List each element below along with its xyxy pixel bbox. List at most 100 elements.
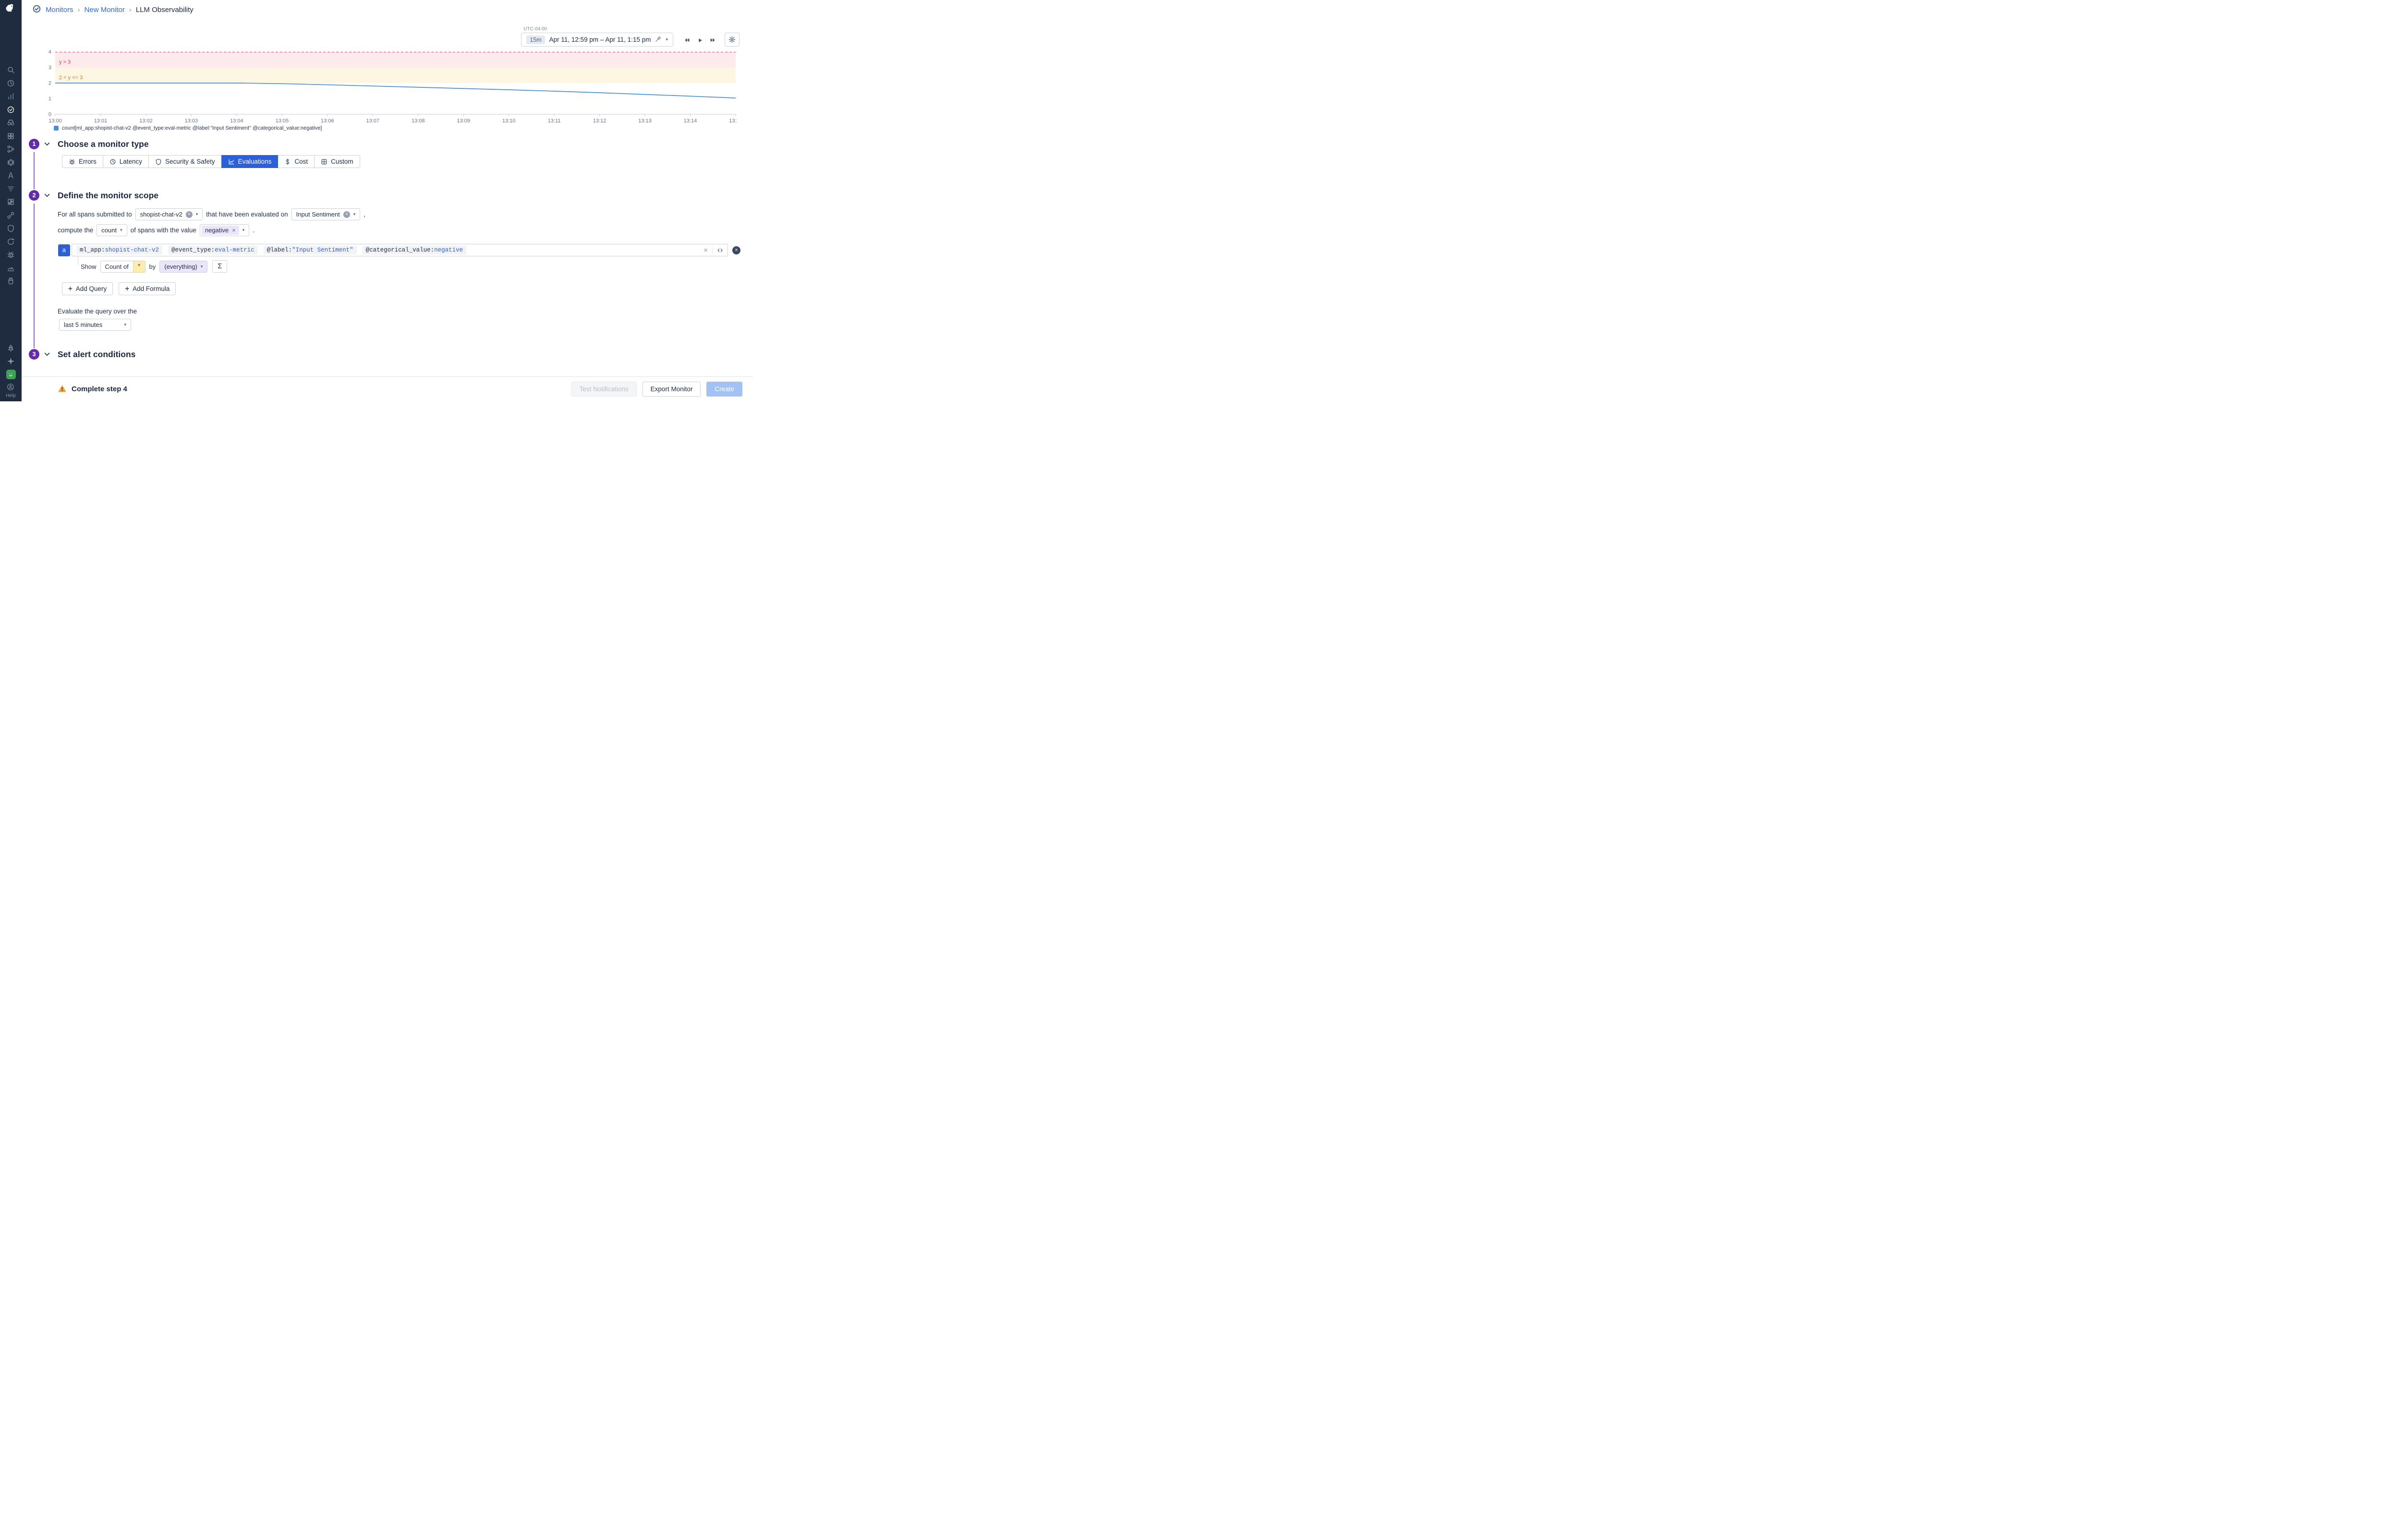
- clear-evaluation-icon[interactable]: ×: [343, 211, 350, 218]
- ml-app-value: shopist-chat-v2: [140, 211, 182, 218]
- scope-text: .: [253, 227, 255, 234]
- app-window: Help Monitors › New Monitor › LLM Observabil…: [0, 0, 753, 401]
- by-label: by: [149, 263, 156, 270]
- bug-icon[interactable]: [0, 248, 22, 262]
- evaluation-select[interactable]: Input Sentiment × ▾: [291, 208, 361, 220]
- value-text: negative: [205, 227, 229, 234]
- datadog-logo[interactable]: [4, 3, 17, 17]
- rewind-button[interactable]: [681, 34, 693, 47]
- caret-down-icon: ▾: [195, 212, 198, 217]
- query-token[interactable]: @categorical_value:negative: [362, 246, 467, 254]
- history-icon[interactable]: [0, 77, 22, 90]
- count-target-select[interactable]: *: [133, 260, 146, 273]
- remove-query-button[interactable]: ×: [732, 246, 740, 254]
- time-range-text: Apr 11, 12:59 pm – Apr 11, 1:15 pm: [549, 36, 651, 43]
- caret-down-icon: ▾: [124, 322, 126, 327]
- metrics-icon[interactable]: [0, 90, 22, 103]
- breadcrumb-separator-icon: ›: [77, 6, 80, 14]
- test-notifications-button[interactable]: Test Notifications: [571, 382, 637, 397]
- pipelines-icon[interactable]: [0, 143, 22, 156]
- export-monitor-button[interactable]: Export Monitor: [642, 382, 701, 397]
- breadcrumb-item[interactable]: Monitors: [46, 6, 73, 14]
- monitor-type-custom[interactable]: Custom: [314, 155, 360, 168]
- clear-ml-app-icon[interactable]: ×: [185, 211, 193, 218]
- scope-sentence-2: compute the count ▾ of spans with the va…: [58, 224, 740, 236]
- integrations-icon[interactable]: [0, 130, 22, 143]
- monitor-type-security-safety[interactable]: Security & Safety: [148, 155, 222, 168]
- monitor-type-label: Custom: [331, 158, 353, 165]
- legend-label: count[ml_app:shopist-chat-v2 @event_type…: [62, 125, 322, 131]
- add-formula-button[interactable]: + Add Formula: [119, 282, 176, 295]
- monitor-type-latency[interactable]: Latency: [102, 155, 149, 168]
- step-2-collapse-icon[interactable]: [44, 192, 50, 200]
- forward-button[interactable]: [707, 34, 719, 47]
- pin-icon[interactable]: [655, 36, 661, 44]
- synthetics-icon[interactable]: [0, 116, 22, 130]
- value-select[interactable]: negative × ▾: [199, 224, 250, 236]
- query-token[interactable]: ml_app:shopist-chat-v2: [76, 246, 163, 254]
- svg-text:13:11: 13:11: [548, 118, 561, 124]
- query-token[interactable]: @event_type:eval-metric: [168, 246, 258, 254]
- timeseries-chart[interactable]: y > 3 2 < y <= 3 0 1 2 3 4 13:00 13:01 13:02 13:03…: [36, 48, 737, 124]
- breadcrumb-item[interactable]: New Monitor: [84, 6, 125, 14]
- code-view-icon[interactable]: [712, 247, 723, 253]
- evaluation-window-select[interactable]: last 5 minutes ▾: [59, 319, 131, 331]
- time-preset-badge[interactable]: 15m: [526, 35, 545, 44]
- count-segment: Count of *: [100, 260, 146, 273]
- monitor-type-errors[interactable]: Errors: [62, 155, 103, 168]
- step-3-set-alert-conditions: 3 Set alert conditions: [22, 349, 753, 360]
- monitor-type-cost[interactable]: Cost: [278, 155, 315, 168]
- chart-settings-button[interactable]: [725, 33, 740, 47]
- group-by-select[interactable]: (everything) ▾: [159, 260, 208, 273]
- svg-text:13:09: 13:09: [457, 118, 470, 124]
- monitor-type-label: Latency: [119, 158, 143, 165]
- step-3-collapse-icon[interactable]: [44, 351, 50, 359]
- query-token[interactable]: @label:"Input Sentiment": [263, 246, 357, 254]
- ci-icon[interactable]: [0, 235, 22, 249]
- aggregation-select[interactable]: count ▾: [97, 224, 127, 236]
- sidebar: Help: [0, 0, 22, 401]
- security-icon[interactable]: [0, 222, 22, 235]
- svg-text:2: 2: [49, 81, 51, 86]
- processes-icon[interactable]: [0, 156, 22, 169]
- scope-text: For all spans submitted to: [58, 211, 132, 218]
- datajar-icon[interactable]: [0, 275, 22, 288]
- monitor-type-label: Evaluations: [238, 158, 272, 165]
- time-range-picker[interactable]: 15m Apr 11, 12:59 pm – Apr 11, 1:15 pm ▾: [521, 33, 673, 47]
- sigma-function-button[interactable]: Σ: [212, 260, 228, 273]
- tree-icon[interactable]: [0, 342, 22, 355]
- sidebar-help[interactable]: Help: [6, 383, 16, 398]
- serverless-icon[interactable]: [0, 169, 22, 182]
- chart-legend[interactable]: count[ml_app:shopist-chat-v2 @event_type…: [54, 125, 753, 131]
- monitors-icon: [32, 4, 41, 15]
- step-1-collapse-icon[interactable]: [44, 141, 50, 149]
- monitors-icon[interactable]: [0, 103, 22, 117]
- count-of-control[interactable]: Count of: [100, 260, 133, 273]
- logs-icon[interactable]: [0, 182, 22, 196]
- play-button[interactable]: [694, 34, 706, 47]
- ml-app-select[interactable]: shopist-chat-v2 × ▾: [135, 208, 203, 220]
- step-1-choose-monitor-type: 1 Choose a monitor type Errors Latency Sec…: [22, 139, 753, 190]
- user-avatar-icon[interactable]: [0, 368, 22, 382]
- apm-icon[interactable]: [0, 209, 22, 222]
- step-connector-line: [34, 152, 35, 189]
- clear-query-icon[interactable]: ×: [703, 246, 708, 254]
- dollar-icon: [284, 158, 291, 165]
- query-input[interactable]: ml_app:shopist-chat-v2 @event_type:eval-m…: [72, 244, 728, 256]
- sparkle-icon[interactable]: [0, 355, 22, 368]
- caret-down-icon: ▾: [242, 228, 245, 232]
- profiling-icon[interactable]: [0, 262, 22, 275]
- caret-down-icon[interactable]: ▾: [666, 37, 668, 42]
- svg-text:13:01: 13:01: [94, 118, 108, 124]
- breadcrumb: Monitors › New Monitor › LLM Observability: [22, 0, 753, 20]
- monitor-type-evaluations[interactable]: Evaluations: [221, 155, 279, 168]
- create-button[interactable]: Create: [706, 382, 742, 397]
- clear-value-icon[interactable]: ×: [232, 227, 236, 234]
- svg-text:13:14: 13:14: [684, 118, 697, 124]
- clock-icon: [109, 158, 116, 165]
- search-icon[interactable]: [0, 63, 22, 77]
- dashboards-icon[interactable]: [0, 195, 22, 209]
- add-query-button[interactable]: + Add Query: [62, 282, 113, 295]
- scope-text: compute the: [58, 227, 94, 234]
- add-buttons-row: + Add Query + Add Formula: [62, 282, 740, 295]
